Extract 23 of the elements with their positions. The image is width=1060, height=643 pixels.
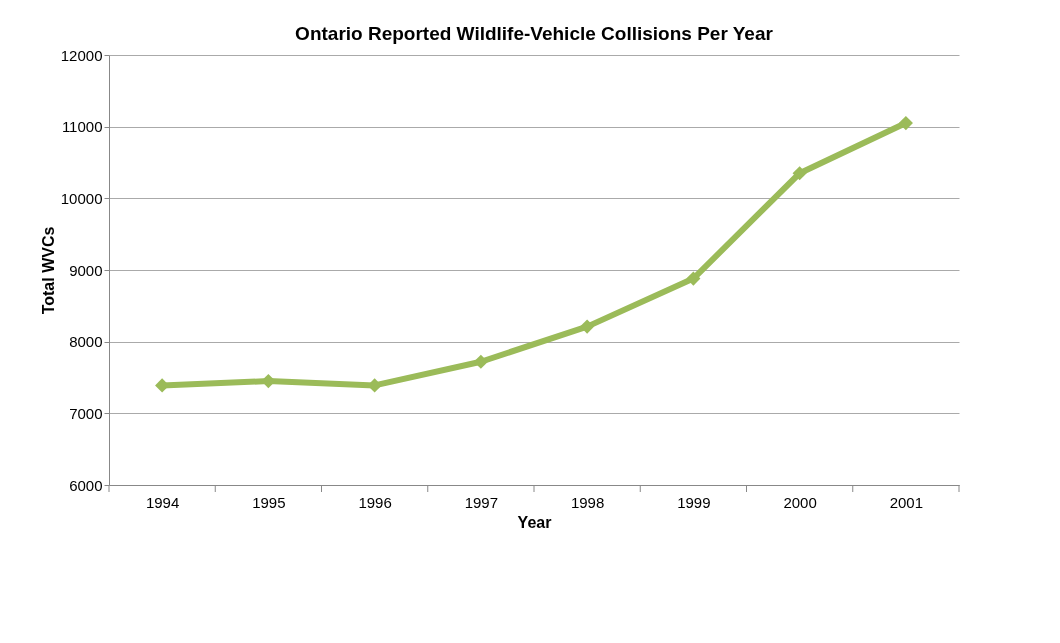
point [473,354,488,369]
chart-title: Ontario Reported Wildlife-Vehicle Collisions Per Year [295,23,774,44]
y-tick-label: 6000 [69,476,103,494]
x-tick-label: 1999 [677,493,711,511]
y-tick-label: 9000 [69,261,103,279]
y-tick-label: 12000 [60,46,103,64]
x-tick-label: 1997 [464,493,499,511]
point [898,116,913,131]
point [792,166,807,181]
x-axis-title: Year [517,513,552,531]
y-tick-label: 8000 [69,333,103,351]
x-tick-label: 1994 [145,493,180,511]
y-axis-title: Total WVCs [39,226,57,315]
x-tick-label: 1995 [252,493,286,511]
point [580,319,595,334]
y-tick-label: 7000 [69,404,103,422]
x-tick-label: 2000 [783,493,817,511]
x-tick-label: 1996 [358,493,392,511]
point [686,271,701,286]
x-tick-label: 2001 [889,493,924,511]
y-tick-label: 11000 [61,118,103,136]
x-tick-label: 1998 [570,493,605,511]
y-tick-label: 10000 [60,189,103,207]
